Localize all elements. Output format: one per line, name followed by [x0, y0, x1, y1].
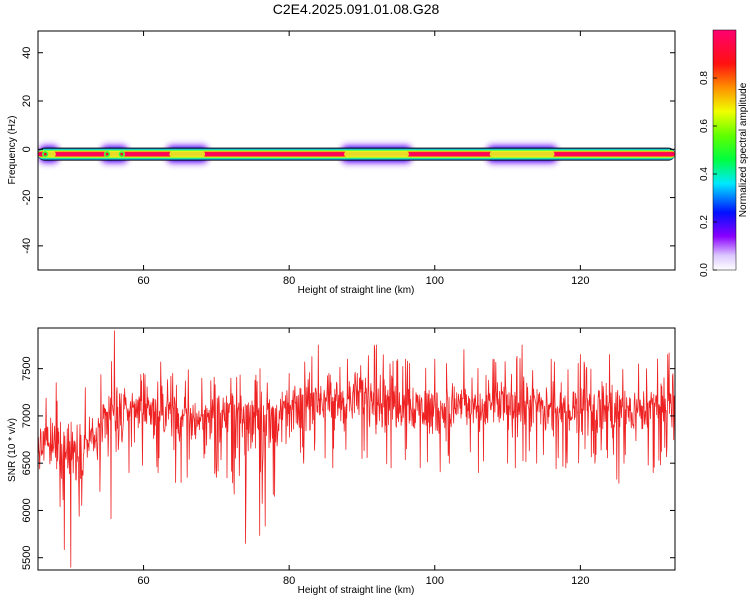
spectrogram-frame	[37, 30, 676, 271]
snr-y-axis-label: SNR (10 * v/v)	[7, 418, 18, 482]
colorbar-tick-label: 0.6	[699, 119, 710, 133]
y-tick-label: -20	[21, 190, 33, 206]
band-bright-spot-core	[120, 152, 124, 156]
colorbar: 0.0 0.2 0.4 0.6 0.8 Normalized spectral ampl…	[699, 29, 749, 277]
colorbar-ticks: 0.0 0.2 0.4 0.6 0.8	[699, 71, 717, 277]
x-tick-label: 60	[137, 275, 149, 287]
y-tick-label: 7500	[21, 356, 33, 380]
colorbar-tick-label: 0.8	[699, 71, 710, 85]
snr-panel: 60 80 100 120 7500 7000 6500 6000 5500 Height o…	[7, 327, 676, 596]
y-tick-label: 0	[21, 146, 33, 152]
y-tick-label: 40	[21, 47, 33, 59]
y-tick-label: 20	[21, 95, 33, 107]
spectrogram-panel: 60 80 100 120 40 20 0 -20 -40 Height of straigh…	[7, 30, 676, 296]
band-bright-spot-core	[105, 152, 109, 156]
band-highlight	[489, 151, 555, 158]
band-bright-spot-core	[43, 152, 47, 156]
spectrogram-y-ticks: 40 20 0 -20 -40	[21, 47, 675, 254]
y-tick-label: 6000	[21, 498, 33, 522]
band-highlight	[169, 151, 206, 158]
colorbar-tick-label: 0.4	[699, 167, 710, 181]
colorbar-label: Normalized spectral amplitude	[738, 82, 749, 217]
spectral-band	[38, 141, 675, 168]
snr-x-axis-label: Height of straight line (km)	[298, 585, 415, 596]
snr-frame	[37, 327, 676, 571]
x-tick-label: 80	[283, 575, 295, 587]
x-tick-label: 60	[137, 575, 149, 587]
y-tick-label: 7000	[21, 404, 33, 428]
x-tick-label: 80	[283, 275, 295, 287]
y-tick-label: 5500	[21, 545, 33, 569]
figure-title: C2E4.2025.091.01.08.G28	[273, 1, 440, 17]
colorbar-gradient	[712, 29, 737, 271]
spectrogram-y-axis-label: Frequency (Hz)	[7, 116, 18, 185]
spectrogram-x-ticks: 60 80 100 120	[137, 31, 590, 287]
spectrogram-x-axis-label: Height of straight line (km)	[298, 285, 415, 296]
x-tick-label: 100	[426, 275, 444, 287]
x-tick-label: 120	[571, 275, 589, 287]
snr-series-line	[38, 330, 675, 568]
snr-y-ticks: 7500 7000 6500 6000 5500	[21, 356, 675, 570]
band-highlight	[344, 151, 409, 158]
y-tick-label: -40	[21, 238, 33, 254]
y-tick-label: 6500	[21, 451, 33, 475]
x-tick-label: 120	[571, 575, 589, 587]
colorbar-tick-label: 0.0	[699, 263, 710, 277]
colorbar-tick-label: 0.2	[699, 215, 710, 229]
snr-x-ticks: 60 80 100 120	[137, 328, 590, 587]
x-tick-label: 100	[426, 575, 444, 587]
